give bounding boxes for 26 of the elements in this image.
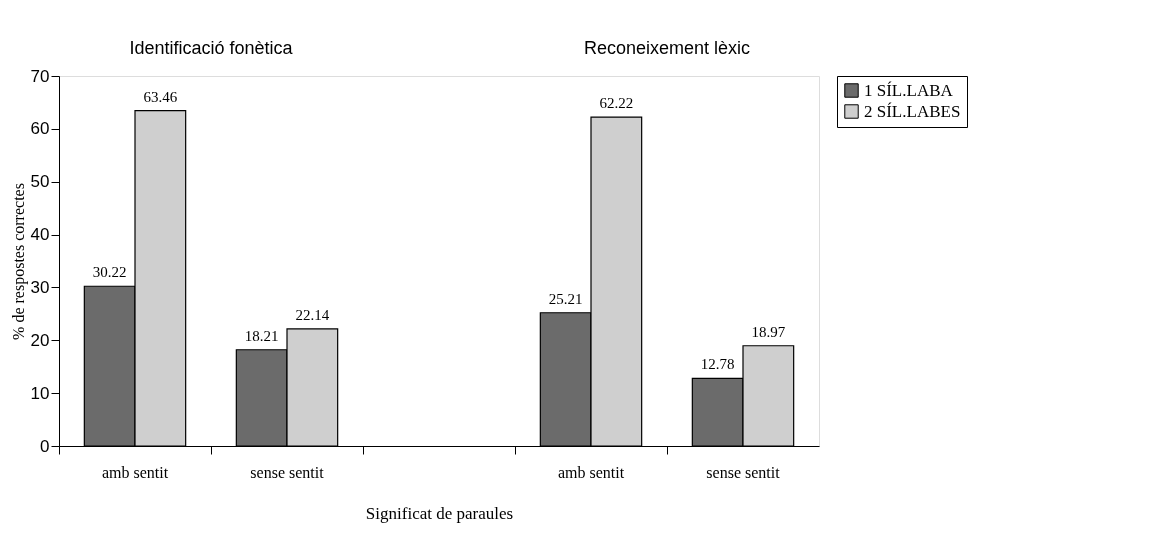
y-tick-label: 30 xyxy=(30,277,50,297)
data-label: 30.22 xyxy=(92,264,127,281)
y-tick-label: 20 xyxy=(30,330,50,350)
x-tick-label: amb sentit xyxy=(557,463,625,481)
x-axis-title: Significat de paraules xyxy=(365,503,514,523)
y-tick-label: 60 xyxy=(30,119,50,139)
legend-label: 2 SÍL.LABES xyxy=(864,101,961,121)
data-label: 62.22 xyxy=(599,95,634,112)
x-tick-label: sense sentit xyxy=(706,463,781,481)
y-tick-label: 10 xyxy=(30,383,50,403)
y-tick-label: 40 xyxy=(30,225,50,245)
y-tick-label: 0 xyxy=(40,436,50,456)
data-label: 25.21 xyxy=(548,290,583,307)
data-label: 12.78 xyxy=(700,356,735,373)
data-label: 18.21 xyxy=(244,327,279,344)
y-tick-label: 70 xyxy=(30,66,50,86)
data-label: 18.97 xyxy=(751,323,786,340)
legend-label: 1 SÍL.LABA xyxy=(864,80,954,100)
data-label: 22.14 xyxy=(295,306,330,323)
x-tick-label: sense sentit xyxy=(250,463,325,481)
text: Identificació fonètica xyxy=(129,38,294,58)
x-tick-label: amb sentit xyxy=(101,463,169,481)
y-axis-title: % de respostes correctes xyxy=(9,183,28,340)
text: Reconeixement lèxic xyxy=(583,38,751,58)
data-label: 63.46 xyxy=(143,88,178,105)
y-tick-label: 50 xyxy=(30,172,50,192)
